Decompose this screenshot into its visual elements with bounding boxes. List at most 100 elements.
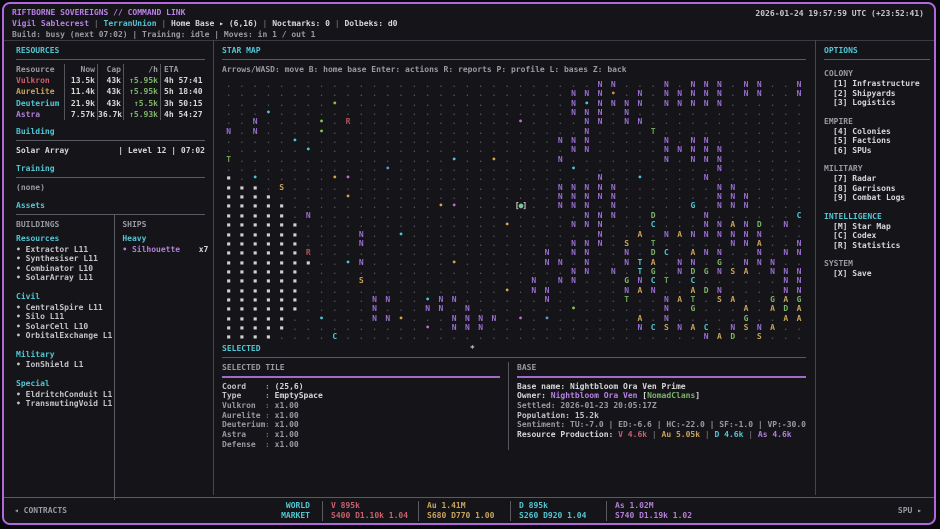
spu-toggle[interactable]: SPU ▸: [897, 506, 922, 515]
map-cell: N: [703, 173, 709, 183]
options-item[interactable]: [3] Logistics: [833, 98, 896, 107]
map-cell: .: [690, 108, 696, 118]
map-cell: N: [743, 220, 749, 230]
map-cell: .: [226, 89, 232, 99]
options-item[interactable]: [9] Combat Logs: [833, 193, 906, 202]
map-cell: .: [451, 192, 457, 202]
map-cell: ▪: [239, 322, 245, 332]
map-cell: .: [465, 210, 470, 220]
map-cell: N: [624, 117, 630, 127]
map-cell: .: [690, 173, 696, 183]
map-cell: .: [319, 182, 324, 192]
options-item[interactable]: [R] Statistics: [833, 240, 901, 250]
map-cell: .: [756, 313, 762, 323]
map-cell: .: [319, 248, 324, 258]
map-cell: .: [518, 164, 523, 174]
map-cell: .: [332, 294, 338, 304]
map-cell: .: [610, 332, 616, 342]
map-cell: ▪: [226, 294, 232, 304]
options-panel-divider: [815, 40, 816, 495]
map-cell: .: [584, 332, 590, 342]
map-cell: .: [677, 276, 683, 286]
map-cell: N: [610, 210, 616, 220]
map-cell: .: [279, 126, 285, 136]
options-item[interactable]: [7] Radar: [833, 174, 877, 183]
map-cell: •: [518, 117, 523, 127]
map-cell: ▪: [239, 229, 245, 239]
map-cell: .: [411, 266, 417, 276]
production-value: As 4.6k: [757, 430, 792, 440]
map-cell: N: [624, 108, 630, 118]
map-cell: .: [743, 294, 749, 304]
map-cell: .: [465, 201, 470, 211]
options-item[interactable]: [1] Infrastructure: [833, 79, 920, 88]
options-item[interactable]: [2] Shipyards: [833, 88, 896, 98]
map-cell: .: [531, 201, 537, 211]
map-cell: .: [650, 229, 656, 239]
options-item[interactable]: [M] Star Map: [833, 221, 891, 231]
map-cell: .: [770, 154, 775, 164]
map-cell: .: [305, 173, 311, 183]
map-cell: .: [332, 164, 338, 174]
map-cell: A: [677, 294, 683, 304]
map-cell: .: [650, 332, 656, 342]
map-cell: .: [571, 285, 576, 295]
tile-field: Coord: (25,6): [222, 382, 500, 392]
map-cell: .: [411, 248, 417, 258]
map-cell: N: [663, 229, 669, 239]
options-item[interactable]: [5] Factions: [833, 136, 891, 145]
map-row: ........ •................. N • N N N N. N N N N N..…: [222, 99, 806, 108]
options-item[interactable]: [4] Colonies: [833, 126, 891, 136]
map-cell: .: [783, 210, 789, 220]
map-cell: .: [663, 117, 669, 127]
map-cell: .: [531, 80, 537, 89]
map-cell: A: [770, 304, 775, 314]
map-cell: .: [319, 294, 324, 304]
market-entry-detail: S740 D1.19k 1.02: [615, 511, 693, 520]
ship-group: Heavy • Silhouette x7: [122, 234, 208, 254]
options-item[interactable]: [X] Save: [833, 269, 872, 278]
map-cell: .: [650, 192, 656, 202]
tile-field-label: Coord: [222, 381, 247, 391]
map-cell: D: [756, 220, 762, 230]
map-cell: .: [319, 154, 324, 164]
map-cell: .: [266, 182, 271, 192]
map-cell: .: [266, 98, 271, 108]
map-cell: N: [703, 332, 709, 342]
map-cell: .: [398, 248, 404, 258]
map-cell: .: [531, 145, 537, 155]
map-cell: N: [717, 201, 722, 211]
world-market-label: WORLD MARKET: [204, 501, 310, 521]
map-cell: .: [411, 220, 417, 230]
map-cell: .: [770, 108, 775, 118]
building-item: • IonShield L1: [16, 360, 84, 370]
contracts-toggle[interactable]: ◂ CONTRACTS: [14, 506, 67, 515]
map-cell: .: [478, 276, 484, 286]
map-cell: .: [571, 257, 576, 267]
options-item[interactable]: [8] Garrisons: [833, 183, 896, 193]
map-cell: .: [783, 332, 789, 342]
map-cell: N: [252, 126, 258, 136]
map-cell: .: [663, 266, 669, 276]
map-cell: N: [571, 248, 576, 258]
map-cell: .: [518, 173, 523, 183]
map-cell: .: [518, 229, 523, 239]
map-cell: .: [504, 238, 510, 248]
map-cell: .: [743, 145, 749, 155]
map-cell: .: [425, 145, 431, 155]
map-cell: N: [717, 98, 722, 108]
map-cell: .: [756, 304, 762, 314]
map-cell: •: [504, 220, 510, 230]
map-cell: .: [425, 332, 431, 342]
map-cell: .: [703, 108, 709, 118]
map-cell: .: [743, 210, 749, 220]
map-cell: .: [372, 248, 377, 258]
options-item[interactable]: [C] Codex: [833, 231, 877, 240]
map-cell: A: [690, 322, 696, 332]
map-cell: .: [319, 145, 324, 155]
options-item[interactable]: [6] SPUs: [833, 145, 872, 155]
map-cursor[interactable]: [●]: [514, 201, 527, 210]
map-cell: .: [518, 238, 523, 248]
map-cell: .: [717, 304, 722, 314]
